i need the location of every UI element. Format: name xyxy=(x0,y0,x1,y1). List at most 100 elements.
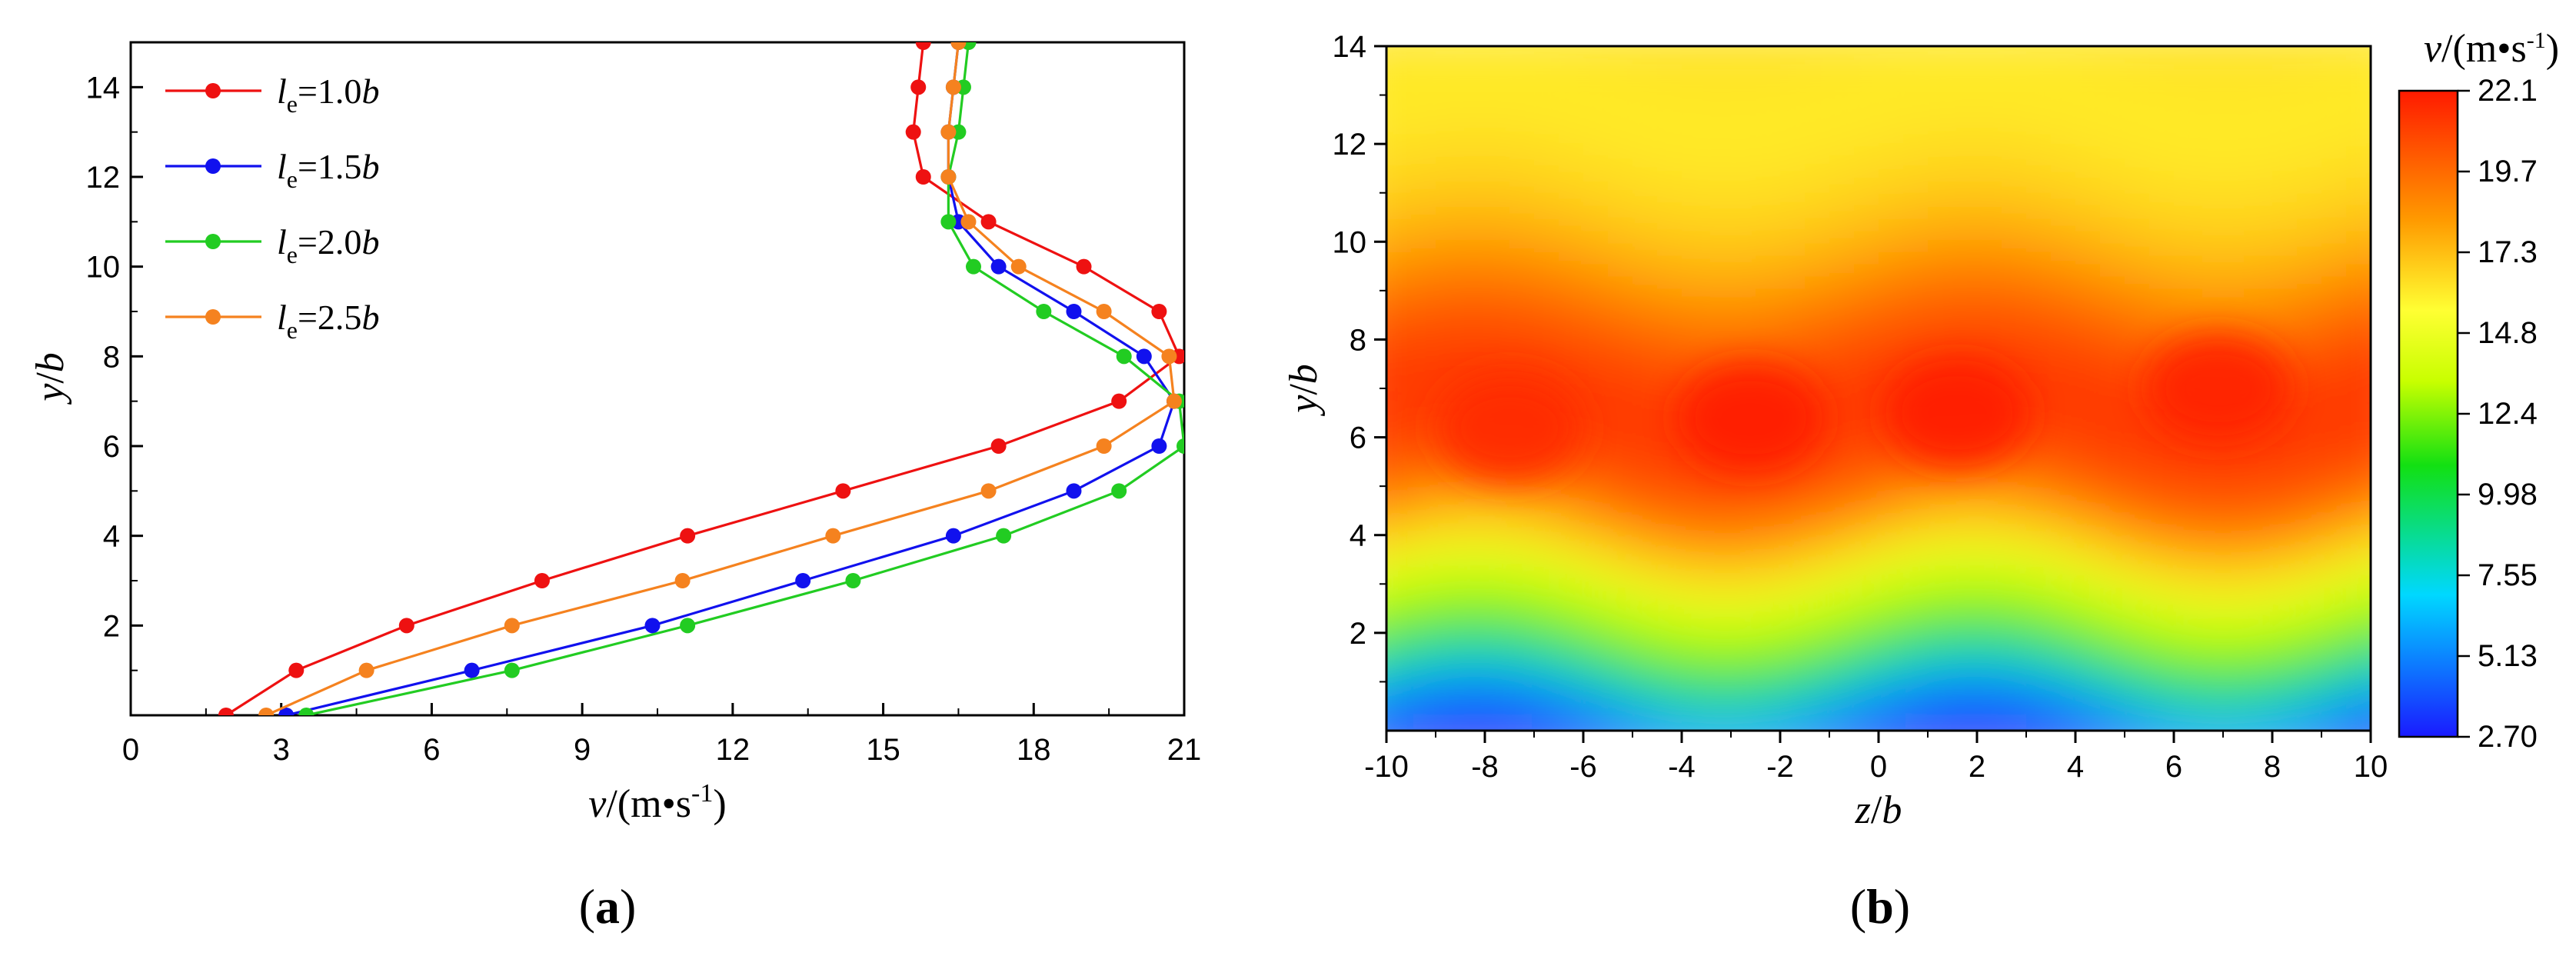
heatmap-cell xyxy=(2297,743,2322,756)
heatmap-cell xyxy=(1657,46,1682,47)
heatmap-cell xyxy=(1608,266,1633,279)
heatmap-cell xyxy=(1903,522,1929,536)
heatmap-cell xyxy=(1977,632,2002,646)
heatmap-cell xyxy=(2198,461,2224,475)
heatmap-cell xyxy=(2051,156,2076,169)
heatmap-cell xyxy=(1706,608,1732,621)
x-tick-label-b: -6 xyxy=(1569,750,1597,784)
heatmap-cell xyxy=(2174,144,2199,158)
heatmap-cell xyxy=(2371,193,2396,206)
heatmap-cell xyxy=(2223,632,2248,646)
heatmap-cell xyxy=(1509,364,1535,378)
heatmap-cell xyxy=(1952,706,1978,720)
heatmap-cell xyxy=(1879,535,1904,548)
heatmap-cell xyxy=(1829,46,1855,59)
heatmap-cell xyxy=(2346,302,2371,316)
heatmap-cell xyxy=(1436,22,1461,35)
heatmap-cell xyxy=(1632,694,1658,708)
heatmap-cell xyxy=(1583,376,1609,389)
heatmap-cell xyxy=(1756,486,1781,500)
heatmap-cell xyxy=(2198,46,2224,47)
heatmap-cell xyxy=(1411,596,1436,610)
heatmap-cell xyxy=(1805,694,1830,708)
heatmap-cell xyxy=(2297,425,2322,438)
heatmap-cell xyxy=(1559,339,1584,353)
heatmap-cell xyxy=(1460,718,1486,731)
heatmap-cell xyxy=(2272,192,2298,206)
heatmap-cell xyxy=(1583,645,1609,658)
heatmap-cell xyxy=(1411,107,1436,121)
heatmap-cell xyxy=(1952,510,1978,524)
heatmap-cell xyxy=(2321,22,2347,35)
heatmap-cell xyxy=(2248,290,2273,304)
heatmap-cell xyxy=(1731,718,1756,731)
heatmap-cell xyxy=(1460,144,1486,158)
data-point xyxy=(504,662,520,678)
heatmap-cell xyxy=(2002,731,2027,744)
heatmap-cell xyxy=(2272,510,2298,524)
heatmap-cell xyxy=(2125,449,2150,463)
heatmap-cell xyxy=(1854,351,1879,365)
heatmap-cell xyxy=(1386,706,1412,720)
heatmap-cell xyxy=(1386,107,1387,121)
heatmap-cell xyxy=(1583,425,1609,438)
heatmap-cell xyxy=(1509,119,1535,133)
heatmap-cell xyxy=(1436,58,1461,72)
heatmap-cell xyxy=(1657,718,1682,731)
heatmap-cell xyxy=(1411,339,1436,353)
heatmap-cell xyxy=(1756,132,1781,145)
x-tick-label-a: 3 xyxy=(273,733,290,767)
heatmap-cell xyxy=(2371,351,2396,365)
heatmap-cell xyxy=(1509,168,1535,182)
heatmap-cell xyxy=(1829,192,1855,206)
heatmap-cell xyxy=(2198,718,2224,731)
heatmap-cell xyxy=(2100,46,2125,59)
heatmap-cell xyxy=(2321,681,2347,695)
heatmap-cell xyxy=(1583,510,1609,524)
heatmap-cell xyxy=(1780,596,1806,610)
heatmap-cell xyxy=(1977,302,2002,316)
heatmap-cell xyxy=(1386,657,1387,671)
heatmap-cell xyxy=(2149,498,2175,511)
heatmap-cell xyxy=(1337,95,1363,108)
heatmap-cell xyxy=(1805,132,1830,145)
heatmap-cell xyxy=(2297,706,2322,720)
heatmap-cell xyxy=(1854,571,1879,585)
heatmap-cell xyxy=(1657,498,1682,511)
heatmap-cell xyxy=(1780,584,1806,598)
heatmap-cell xyxy=(1657,571,1682,585)
heatmap-cell xyxy=(1534,559,1559,573)
heatmap-cell xyxy=(2125,657,2150,671)
heatmap-cell xyxy=(1805,461,1830,475)
heatmap-cell xyxy=(2075,620,2101,634)
heatmap-cell xyxy=(2198,731,2224,744)
heatmap-cell xyxy=(1534,694,1559,708)
data-point xyxy=(1161,348,1177,365)
heatmap-cell xyxy=(1559,694,1584,708)
heatmap-cell xyxy=(1879,132,1904,145)
heatmap-cell xyxy=(1436,547,1461,561)
heatmap-cell xyxy=(1583,596,1609,610)
heatmap-cell xyxy=(2026,58,2052,72)
heatmap-cell xyxy=(1509,608,1535,621)
heatmap-cell xyxy=(1780,22,1806,35)
heatmap-cell xyxy=(1854,584,1879,598)
heatmap-cell xyxy=(2297,498,2322,511)
heatmap-cell xyxy=(2321,412,2347,426)
heatmap-cell xyxy=(1829,731,1855,744)
data-point xyxy=(940,169,957,185)
heatmap-cell xyxy=(1436,180,1461,194)
heatmap-cell xyxy=(1608,388,1633,401)
heatmap-cell xyxy=(1977,669,2002,683)
heatmap-cell xyxy=(2002,632,2027,646)
heatmap-cell xyxy=(1903,266,1929,279)
heatmap-cell xyxy=(2100,731,2125,744)
heatmap-cell xyxy=(1756,107,1781,121)
heatmap-cell xyxy=(1657,596,1682,610)
heatmap-cell xyxy=(2297,156,2322,169)
colorbar-title: v/(m•s-1) xyxy=(2424,27,2559,71)
heatmap-cell xyxy=(1928,571,1953,585)
heatmap-cell xyxy=(1534,718,1559,731)
heatmap-cell xyxy=(1411,620,1436,634)
heatmap-cell xyxy=(2075,290,2101,304)
